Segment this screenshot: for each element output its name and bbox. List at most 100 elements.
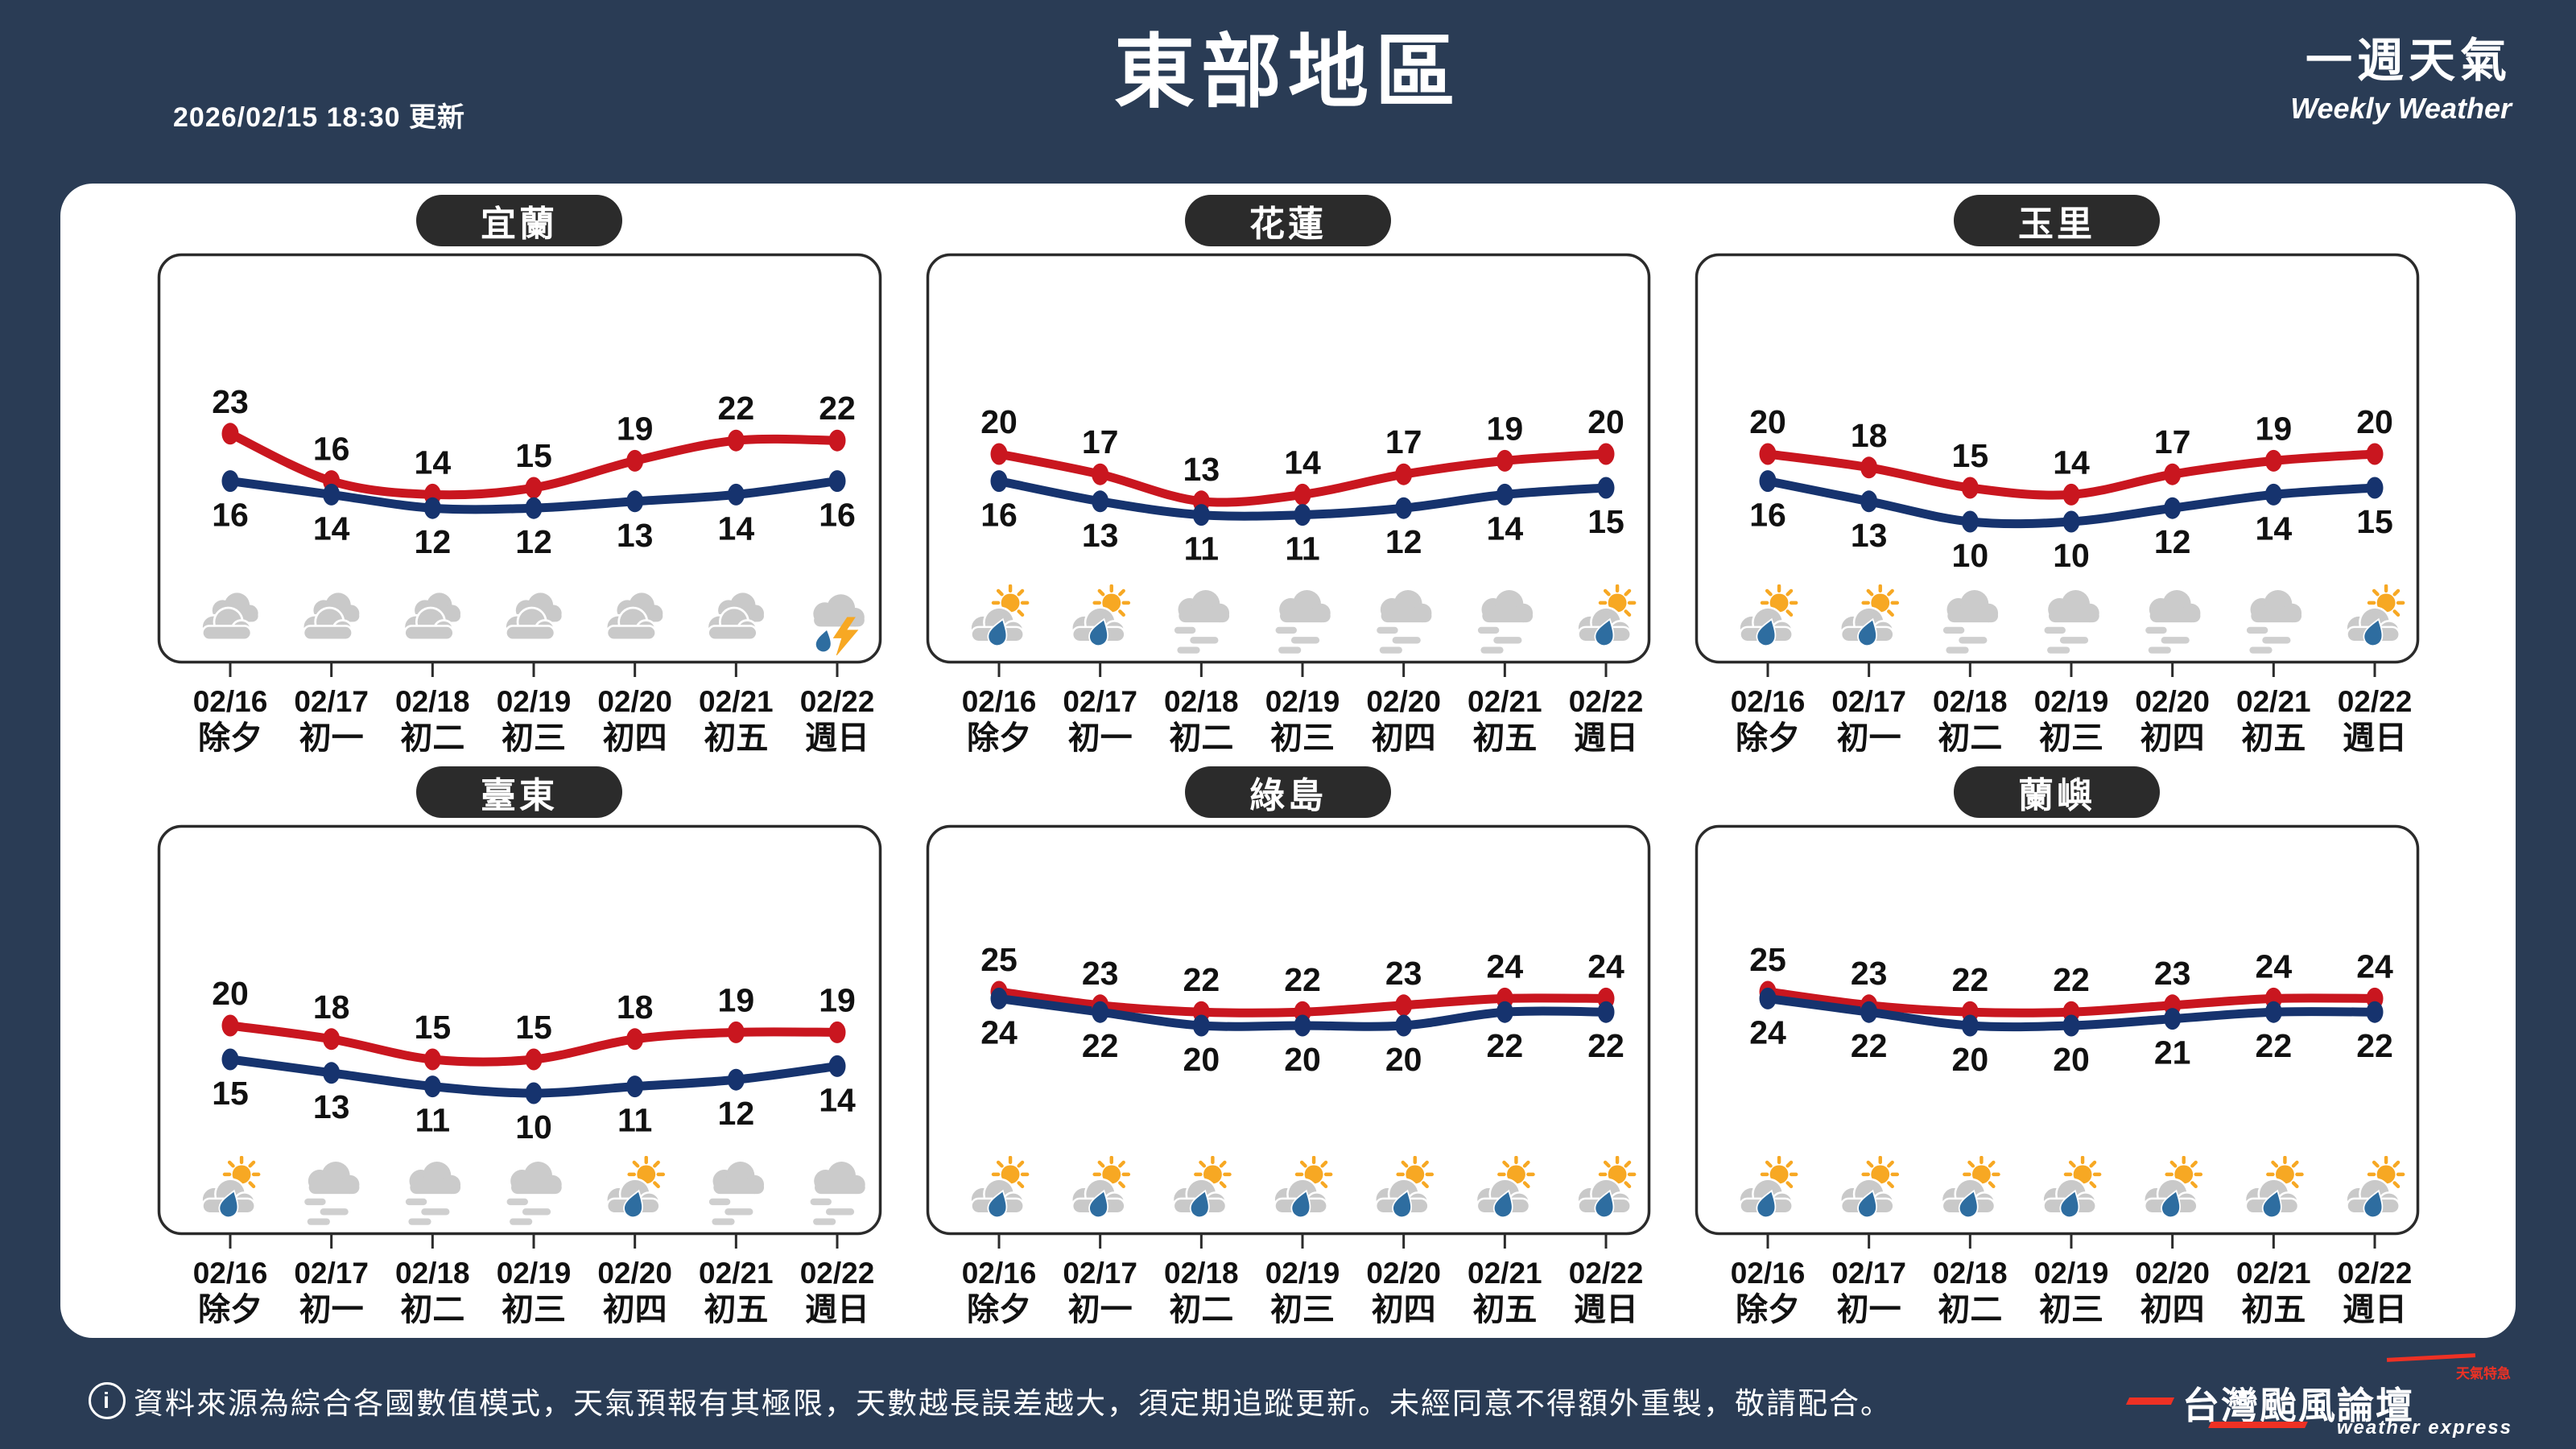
svg-text:02/22: 02/22 <box>799 1257 874 1290</box>
svg-text:初三: 初三 <box>2039 720 2103 756</box>
svg-text:初三: 初三 <box>502 720 566 756</box>
svg-text:12: 12 <box>414 523 451 560</box>
svg-text:02/16: 02/16 <box>192 685 267 718</box>
svg-text:初一: 初一 <box>1836 1292 1901 1327</box>
logo-dash-icon <box>2125 1397 2175 1405</box>
svg-text:除夕: 除夕 <box>198 1292 262 1327</box>
svg-text:初三: 初三 <box>1270 720 1335 756</box>
svg-text:02/21: 02/21 <box>1468 1257 1542 1290</box>
svg-text:02/19: 02/19 <box>1265 1257 1340 1290</box>
svg-text:02/16: 02/16 <box>192 1257 267 1290</box>
svg-text:24: 24 <box>2356 947 2393 985</box>
svg-text:12: 12 <box>717 1095 754 1132</box>
svg-text:週日: 週日 <box>1574 1292 1638 1327</box>
svg-text:19: 19 <box>1486 410 1523 447</box>
svg-text:初二: 初二 <box>1169 1292 1233 1327</box>
svg-text:20: 20 <box>1587 403 1624 440</box>
svg-text:初一: 初一 <box>1067 1292 1132 1327</box>
svg-text:02/17: 02/17 <box>1063 685 1137 718</box>
svg-text:初四: 初四 <box>1371 1292 1435 1327</box>
svg-text:14: 14 <box>2255 510 2292 547</box>
logo-tagline: 天氣特急 <box>2456 1366 2511 1381</box>
logo-underline-icon <box>2208 1422 2308 1428</box>
svg-text:初五: 初五 <box>704 1292 768 1327</box>
svg-text:13: 13 <box>1081 517 1118 554</box>
svg-text:13: 13 <box>312 1088 349 1125</box>
svg-text:24: 24 <box>980 1013 1018 1051</box>
svg-text:02/22: 02/22 <box>2337 1257 2412 1290</box>
logo-tagline-bar-icon <box>2386 1353 2476 1362</box>
svg-text:22: 22 <box>2356 1027 2393 1064</box>
svg-text:02/17: 02/17 <box>294 685 369 718</box>
update-timestamp: 2026/02/15 18:30 更新 <box>173 102 466 133</box>
svg-text:23: 23 <box>212 383 249 420</box>
svg-text:22: 22 <box>1850 1027 1887 1064</box>
svg-text:22: 22 <box>1284 961 1321 998</box>
logo-subtext: weather express <box>2336 1417 2512 1439</box>
svg-text:11: 11 <box>1285 530 1319 568</box>
brand-logo: 天氣特急 台灣颱風論壇 weather express <box>2125 1353 2516 1443</box>
svg-text:10: 10 <box>1951 537 1988 574</box>
svg-text:24: 24 <box>1587 947 1624 985</box>
svg-text:02/17: 02/17 <box>294 1257 369 1290</box>
svg-text:初五: 初五 <box>1472 1292 1537 1327</box>
svg-text:除夕: 除夕 <box>1736 1292 1800 1327</box>
svg-text:16: 16 <box>819 497 856 534</box>
svg-text:02/20: 02/20 <box>2135 1257 2210 1290</box>
svg-text:02/22: 02/22 <box>1568 685 1643 718</box>
svg-text:初四: 初四 <box>1371 720 1435 756</box>
svg-text:02/21: 02/21 <box>1468 685 1542 718</box>
svg-text:初四: 初四 <box>602 720 667 756</box>
svg-text:02/18: 02/18 <box>395 1257 470 1290</box>
svg-text:20: 20 <box>2356 403 2393 440</box>
svg-text:初三: 初三 <box>2039 1292 2103 1327</box>
svg-text:11: 11 <box>1183 530 1218 568</box>
svg-text:14: 14 <box>819 1081 856 1118</box>
svg-text:02/18: 02/18 <box>1933 685 2008 718</box>
svg-text:18: 18 <box>312 989 349 1026</box>
svg-text:初二: 初二 <box>1938 720 2002 756</box>
svg-text:13: 13 <box>616 517 653 554</box>
svg-text:02/18: 02/18 <box>1933 1257 2008 1290</box>
svg-text:20: 20 <box>1284 1041 1321 1078</box>
svg-text:20: 20 <box>1951 1041 1988 1078</box>
svg-text:02/17: 02/17 <box>1063 1257 1137 1290</box>
info-icon: i <box>89 1382 126 1419</box>
svg-text:16: 16 <box>1749 497 1786 534</box>
location-badge: 玉里 <box>1954 195 2160 246</box>
disclaimer-text: 資料來源為綜合各國數值模式，天氣預報有其極限，天數越長誤差越大，須定期追蹤更新。… <box>134 1387 1892 1420</box>
svg-text:初一: 初一 <box>1836 720 1901 756</box>
svg-text:02/18: 02/18 <box>1164 1257 1239 1290</box>
panel-lanyu: 蘭嶼 25 23 22 22 23 24 24 24 22 20 20 21 22 22 02/16 除夕 02… <box>1693 766 2421 1338</box>
svg-text:15: 15 <box>515 1009 552 1046</box>
weekly-weather-heading: 一週天氣 Weekly Weather <box>2290 23 2512 126</box>
svg-text:02/19: 02/19 <box>2033 1257 2108 1290</box>
svg-text:02/16: 02/16 <box>961 685 1036 718</box>
svg-text:02/21: 02/21 <box>699 1257 774 1290</box>
svg-text:02/16: 02/16 <box>1730 1257 1805 1290</box>
disclaimer: i 資料來源為綜合各國數值模式，天氣預報有其極限，天數越長誤差越大，須定期追蹤更… <box>89 1379 1892 1422</box>
svg-text:18: 18 <box>616 989 653 1026</box>
svg-text:20: 20 <box>212 975 249 1012</box>
svg-text:22: 22 <box>2255 1027 2292 1064</box>
location-name: 花蓮 <box>1249 204 1327 244</box>
svg-text:初四: 初四 <box>2140 720 2204 756</box>
svg-text:16: 16 <box>980 497 1018 534</box>
svg-text:02/22: 02/22 <box>1568 1257 1643 1290</box>
page-title: 東部地區 <box>1114 27 1462 118</box>
svg-text:02/19: 02/19 <box>496 1257 571 1290</box>
svg-text:25: 25 <box>980 941 1018 978</box>
svg-text:初三: 初三 <box>502 1292 566 1327</box>
svg-text:除夕: 除夕 <box>198 720 262 756</box>
logo-text: 台灣颱風論壇 <box>2182 1385 2414 1426</box>
svg-text:初三: 初三 <box>1270 1292 1335 1327</box>
svg-text:11: 11 <box>617 1102 651 1139</box>
svg-text:15: 15 <box>1951 437 1988 474</box>
svg-text:16: 16 <box>212 497 249 534</box>
location-badge: 花蓮 <box>1185 195 1391 246</box>
